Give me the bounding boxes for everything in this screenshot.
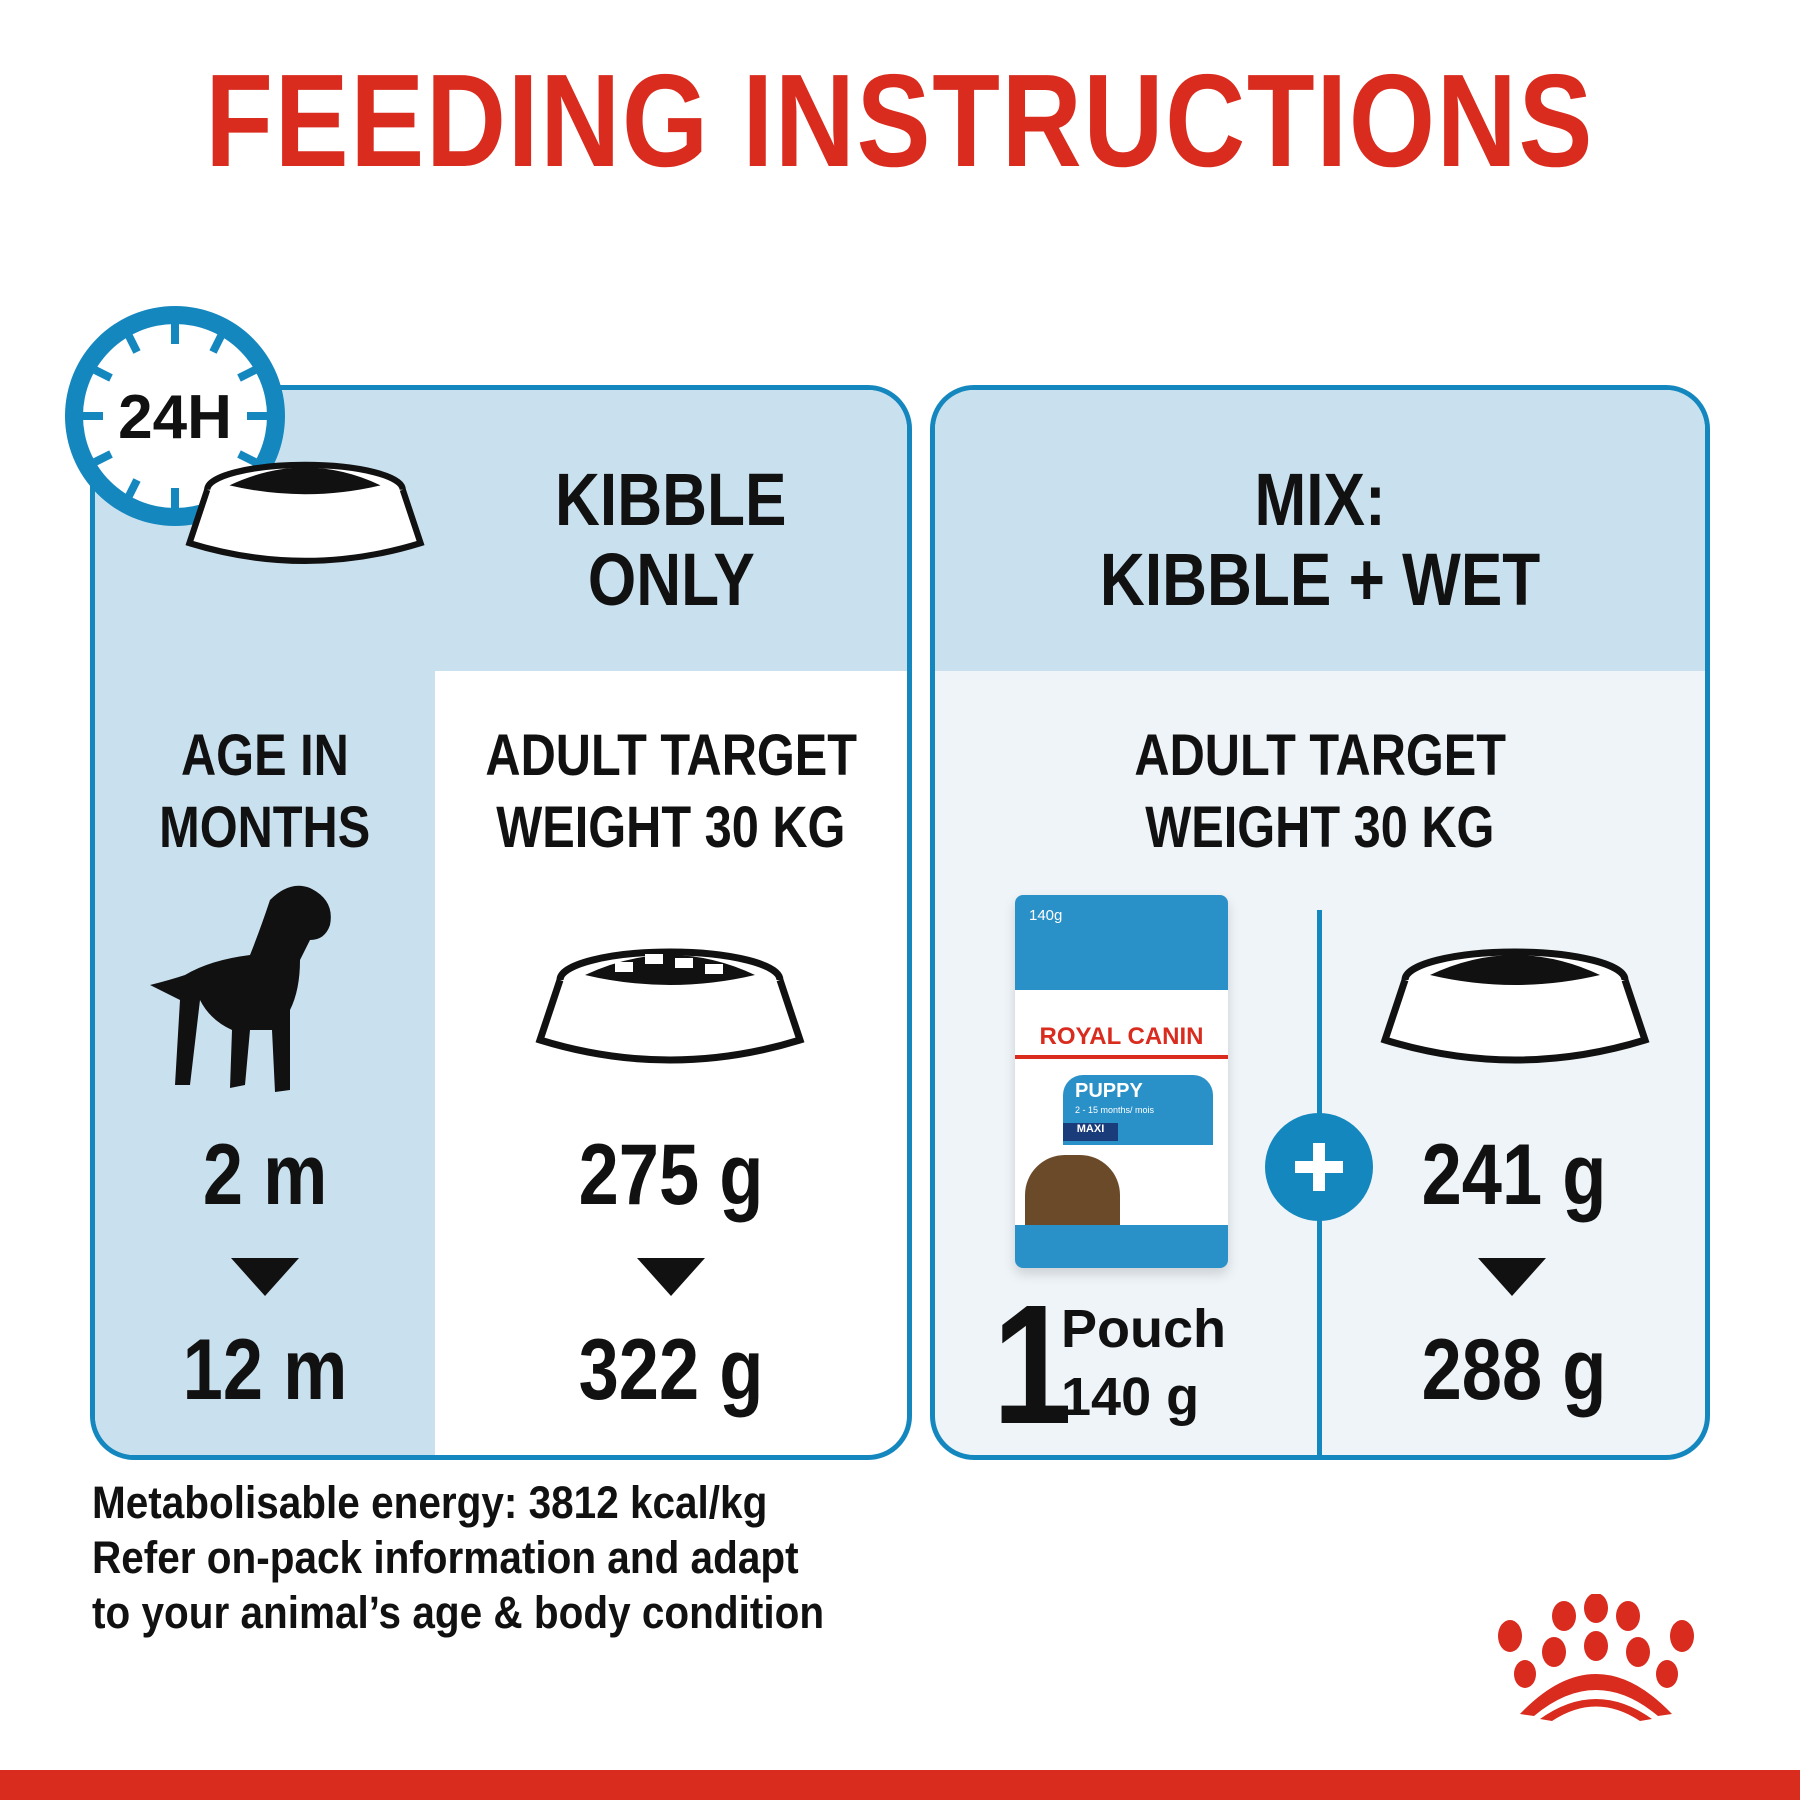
weight-heading: ADULT TARGET WEIGHT 30 KG — [1134, 723, 1506, 860]
weight-heading: ADULT TARGET WEIGHT 30 KG — [485, 723, 857, 860]
plus-icon — [1265, 1113, 1373, 1221]
bowl-icon — [1380, 948, 1650, 1064]
clock-icon: 24H — [65, 306, 285, 526]
page-title: FEEDING INSTRUCTIONS — [205, 47, 1595, 194]
mix-heading: MIX: KIBBLE + WET — [1099, 458, 1541, 621]
brand-bar — [0, 1770, 1800, 1800]
age-heading: AGE IN MONTHS — [159, 723, 371, 860]
svg-text:24H: 24H — [118, 383, 232, 452]
bowl-icon — [185, 461, 425, 564]
kibble-amount-from: 275 g — [578, 1127, 764, 1223]
age-to: 12 m — [182, 1322, 348, 1418]
puppy-icon — [150, 885, 331, 1092]
kibble-only-panel: KIBBLE ONLY AGE IN MONTHS ADULT TARGET WEIG… — [90, 385, 912, 1460]
panel-header-band — [935, 390, 1705, 671]
pouch-count: 1 — [992, 1270, 1072, 1460]
bowl-icon — [535, 948, 805, 1064]
crown-logo-icon — [1498, 1594, 1694, 1721]
arrow-down-icon — [231, 1258, 299, 1296]
kibble-amount-to: 322 g — [578, 1322, 764, 1418]
pouch-image: 140g ROYAL CANIN PUPPY 2 - 15 months/ mo… — [1015, 895, 1228, 1268]
mix-amount-from: 241 g — [1421, 1127, 1606, 1223]
arrow-down-icon — [1478, 1258, 1546, 1296]
footer-note: Metabolisable energy: 3812 kcal/kg Refer … — [92, 1477, 825, 1638]
mix-panel: MIX: KIBBLE + WET ADULT TARGET WEIGHT 30 K… — [930, 385, 1710, 1460]
pouch-info: Pouch 140 g — [1061, 1299, 1227, 1427]
kibble-heading: KIBBLE ONLY — [555, 458, 787, 621]
arrow-down-icon — [637, 1258, 705, 1296]
mix-amount-to: 288 g — [1421, 1322, 1606, 1418]
age-from: 2 m — [202, 1127, 328, 1223]
